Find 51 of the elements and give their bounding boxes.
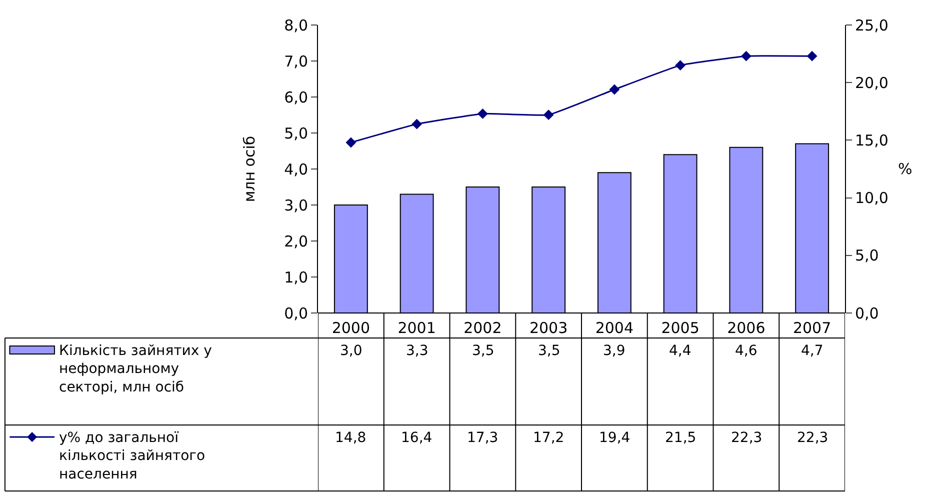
legend-label: Кількість зайнятих у неформальному секторі, млн осіб: [59, 343, 212, 396]
point: [412, 118, 422, 130]
y-axis-title: млн осіб: [240, 136, 258, 202]
y-tick-label: 5,0: [284, 124, 308, 142]
data-label: 4,7: [801, 343, 824, 359]
point: [609, 84, 620, 95]
y-tick-label: 6,0: [284, 88, 308, 106]
point: [543, 110, 554, 120]
x-tick-label: 2001: [398, 319, 436, 337]
y-tick-label: 2,0: [284, 232, 308, 250]
y2-tick-label: 15,0: [855, 131, 888, 150]
x-tick-label: 2006: [727, 319, 766, 337]
data-label: 22,3: [797, 430, 828, 446]
data-label: 4,6: [735, 343, 758, 359]
data-label: 19,4: [599, 430, 630, 446]
x-tick-label: 2000: [332, 319, 370, 337]
y2-tick-label: 25,0: [855, 16, 888, 34]
y2-tick-label: 5,0: [855, 246, 879, 265]
y-tick-label: 0,0: [284, 304, 308, 322]
x-tick-label: 2002: [464, 319, 502, 337]
point: [675, 60, 686, 71]
point: [806, 50, 818, 62]
y-tick-label: 7,0: [284, 52, 308, 70]
data-label: 3,5: [472, 343, 494, 359]
y-tick-label: 4,0: [284, 160, 308, 178]
x-tick-label: 2005: [661, 319, 700, 337]
y2-tick-label: 0,0: [855, 304, 879, 322]
point: [477, 108, 488, 119]
point: [740, 50, 752, 62]
x-tick-label: 2004: [595, 319, 634, 337]
y2-tick-label: 20,0: [855, 74, 888, 92]
data-label: 4,4: [669, 343, 692, 359]
data-label: 21,5: [665, 430, 696, 446]
x-tick-label: 2003: [529, 319, 568, 337]
y2-tick-label: 10,0: [855, 189, 888, 208]
x-tick-label: 2007: [792, 319, 832, 337]
data-label: 16,4: [401, 430, 432, 446]
y2-axis-title: %: [898, 160, 912, 178]
data-label: 3,5: [538, 343, 560, 359]
y-tick-label: 8,0: [284, 16, 308, 34]
legend-label: у% до загальної кількості зайнятого населення: [59, 430, 206, 482]
data-label: 14,8: [335, 430, 366, 446]
data-label: 3,3: [406, 343, 428, 359]
y-tick-label: 3,0: [284, 196, 308, 214]
y-tick-label: 1,0: [284, 268, 308, 286]
data-label: 22,3: [731, 430, 762, 446]
point: [346, 137, 356, 148]
data-label: 3,9: [603, 343, 626, 359]
data-label: 3,0: [340, 343, 362, 359]
data-label: 17,2: [533, 430, 564, 446]
data-label: 17,3: [467, 430, 498, 446]
